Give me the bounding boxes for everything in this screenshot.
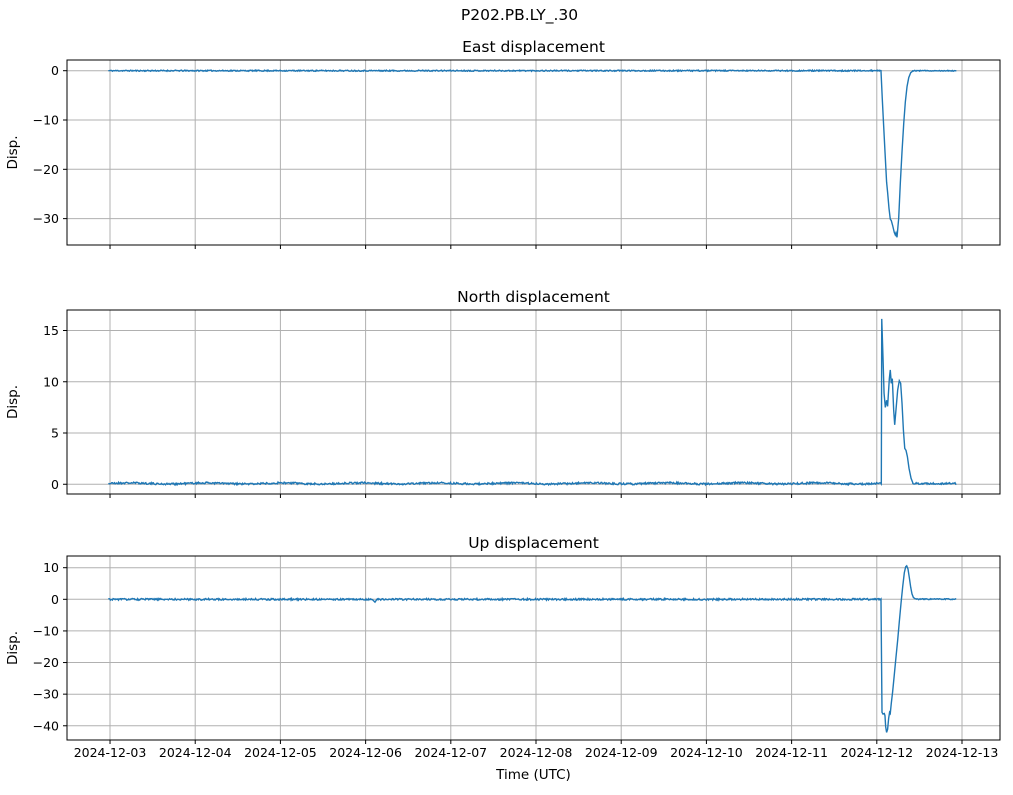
- x-tick-label: 2024-12-11: [755, 745, 828, 760]
- x-tick-label: 2024-12-06: [329, 745, 402, 760]
- series-line: [108, 564, 957, 733]
- x-tick-label: 2024-12-09: [585, 745, 658, 760]
- x-tick-label: 2024-12-05: [244, 745, 317, 760]
- y-axis-label: Disp.: [5, 135, 21, 169]
- axes-spines: [66, 309, 1001, 495]
- y-tick-label: 5: [51, 426, 59, 441]
- x-axis-label: Time (UTC): [496, 767, 571, 783]
- y-tick-label: 0: [51, 477, 59, 492]
- x-tick-label: 2024-12-07: [414, 745, 487, 760]
- series-line: [108, 68, 957, 238]
- x-tick-label: 2024-12-13: [926, 745, 999, 760]
- x-tick-label: 2024-12-04: [159, 745, 232, 760]
- subplot-1: 0 5 10 15 North displacement Disp.: [5, 288, 1001, 498]
- figure-title: P202.PB.LY_.30: [460, 6, 579, 24]
- axes-spines: [66, 59, 1001, 246]
- axes-spines: [66, 555, 1001, 741]
- subplot-title: Up displacement: [468, 534, 599, 552]
- subplot-title: East displacement: [462, 38, 605, 56]
- grid: [67, 310, 1000, 494]
- y-axis-label: Disp.: [5, 631, 21, 665]
- y-tick-label: −10: [33, 113, 59, 128]
- grid: [67, 556, 1000, 740]
- y-tick-label: 15: [43, 323, 59, 338]
- y-tick-label: −20: [33, 162, 59, 177]
- subplot-2: 2024-12-03 2024-12-04 2024-12-05 2024-12-06…: [5, 534, 1001, 760]
- x-tick-label: 2024-12-08: [500, 745, 573, 760]
- y-tick-label: −20: [33, 655, 59, 670]
- x-tick-label: 2024-12-03: [74, 745, 147, 760]
- x-tick-label: 2024-12-12: [840, 745, 913, 760]
- y-tick-label: 0: [51, 592, 59, 607]
- y-axis-label: Disp.: [5, 385, 21, 419]
- y-tick-label: −10: [33, 623, 59, 638]
- y-tick-label: −30: [33, 687, 59, 702]
- y-tick-label: 10: [43, 560, 59, 575]
- y-tick-label: 10: [43, 374, 59, 389]
- subplot-title: North displacement: [457, 288, 610, 306]
- series-line: [108, 318, 957, 487]
- subplot-0: 0 −10 −20 −30 East displacement Disp.: [5, 38, 1001, 249]
- y-tick-label: 0: [51, 63, 59, 78]
- grid: [67, 60, 1000, 245]
- y-tick-label: −40: [33, 718, 59, 733]
- y-tick-label: −30: [33, 211, 59, 226]
- x-tick-label: 2024-12-10: [670, 745, 743, 760]
